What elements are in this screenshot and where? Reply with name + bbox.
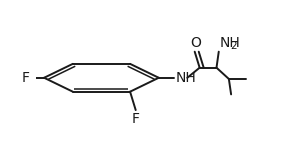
Text: F: F — [22, 71, 30, 85]
Text: F: F — [132, 112, 140, 126]
Text: O: O — [190, 36, 201, 50]
Text: NH: NH — [175, 71, 196, 85]
Text: 2: 2 — [231, 41, 237, 51]
Text: NH: NH — [220, 36, 241, 50]
